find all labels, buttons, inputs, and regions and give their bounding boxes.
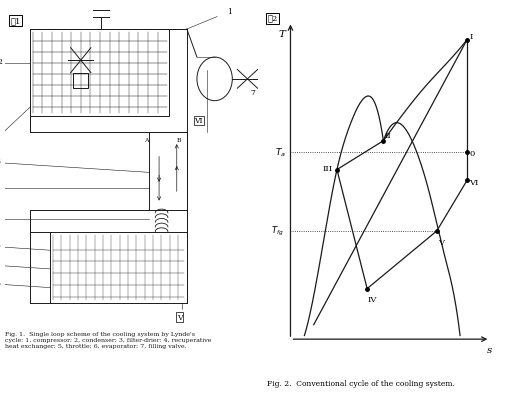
Bar <box>30 30 169 117</box>
Text: s: s <box>487 345 492 354</box>
Text: IV: IV <box>367 296 377 303</box>
Text: 1: 1 <box>227 9 232 16</box>
Text: V: V <box>438 238 444 246</box>
Text: I: I <box>469 33 473 41</box>
Text: 7: 7 <box>250 89 255 97</box>
Text: VI: VI <box>469 179 479 187</box>
Text: Fig. 2.  Conventional cycle of the cooling system.: Fig. 2. Conventional cycle of the coolin… <box>267 379 455 387</box>
Text: 2: 2 <box>0 58 3 66</box>
Text: T: T <box>279 30 286 39</box>
Text: $T_a$: $T_a$ <box>275 146 286 158</box>
Text: VI: VI <box>194 117 203 125</box>
Text: $T_{fg}$: $T_{fg}$ <box>271 225 283 238</box>
Text: Fig. 1.  Single loop scheme of the cooling system by Lynde's
cycle: 1, compresso: Fig. 1. Single loop scheme of the coolin… <box>5 331 212 348</box>
Text: B: B <box>177 138 181 143</box>
Text: II: II <box>385 132 391 140</box>
Text: V: V <box>177 313 182 321</box>
Bar <box>149 133 187 210</box>
Text: III: III <box>323 164 333 172</box>
Text: 0: 0 <box>469 150 475 158</box>
Bar <box>73 74 88 89</box>
Text: A: A <box>144 138 148 143</box>
Circle shape <box>197 58 232 101</box>
Bar <box>50 232 187 303</box>
Text: 図1: 図1 <box>10 18 21 25</box>
Text: 図2: 図2 <box>267 16 277 23</box>
